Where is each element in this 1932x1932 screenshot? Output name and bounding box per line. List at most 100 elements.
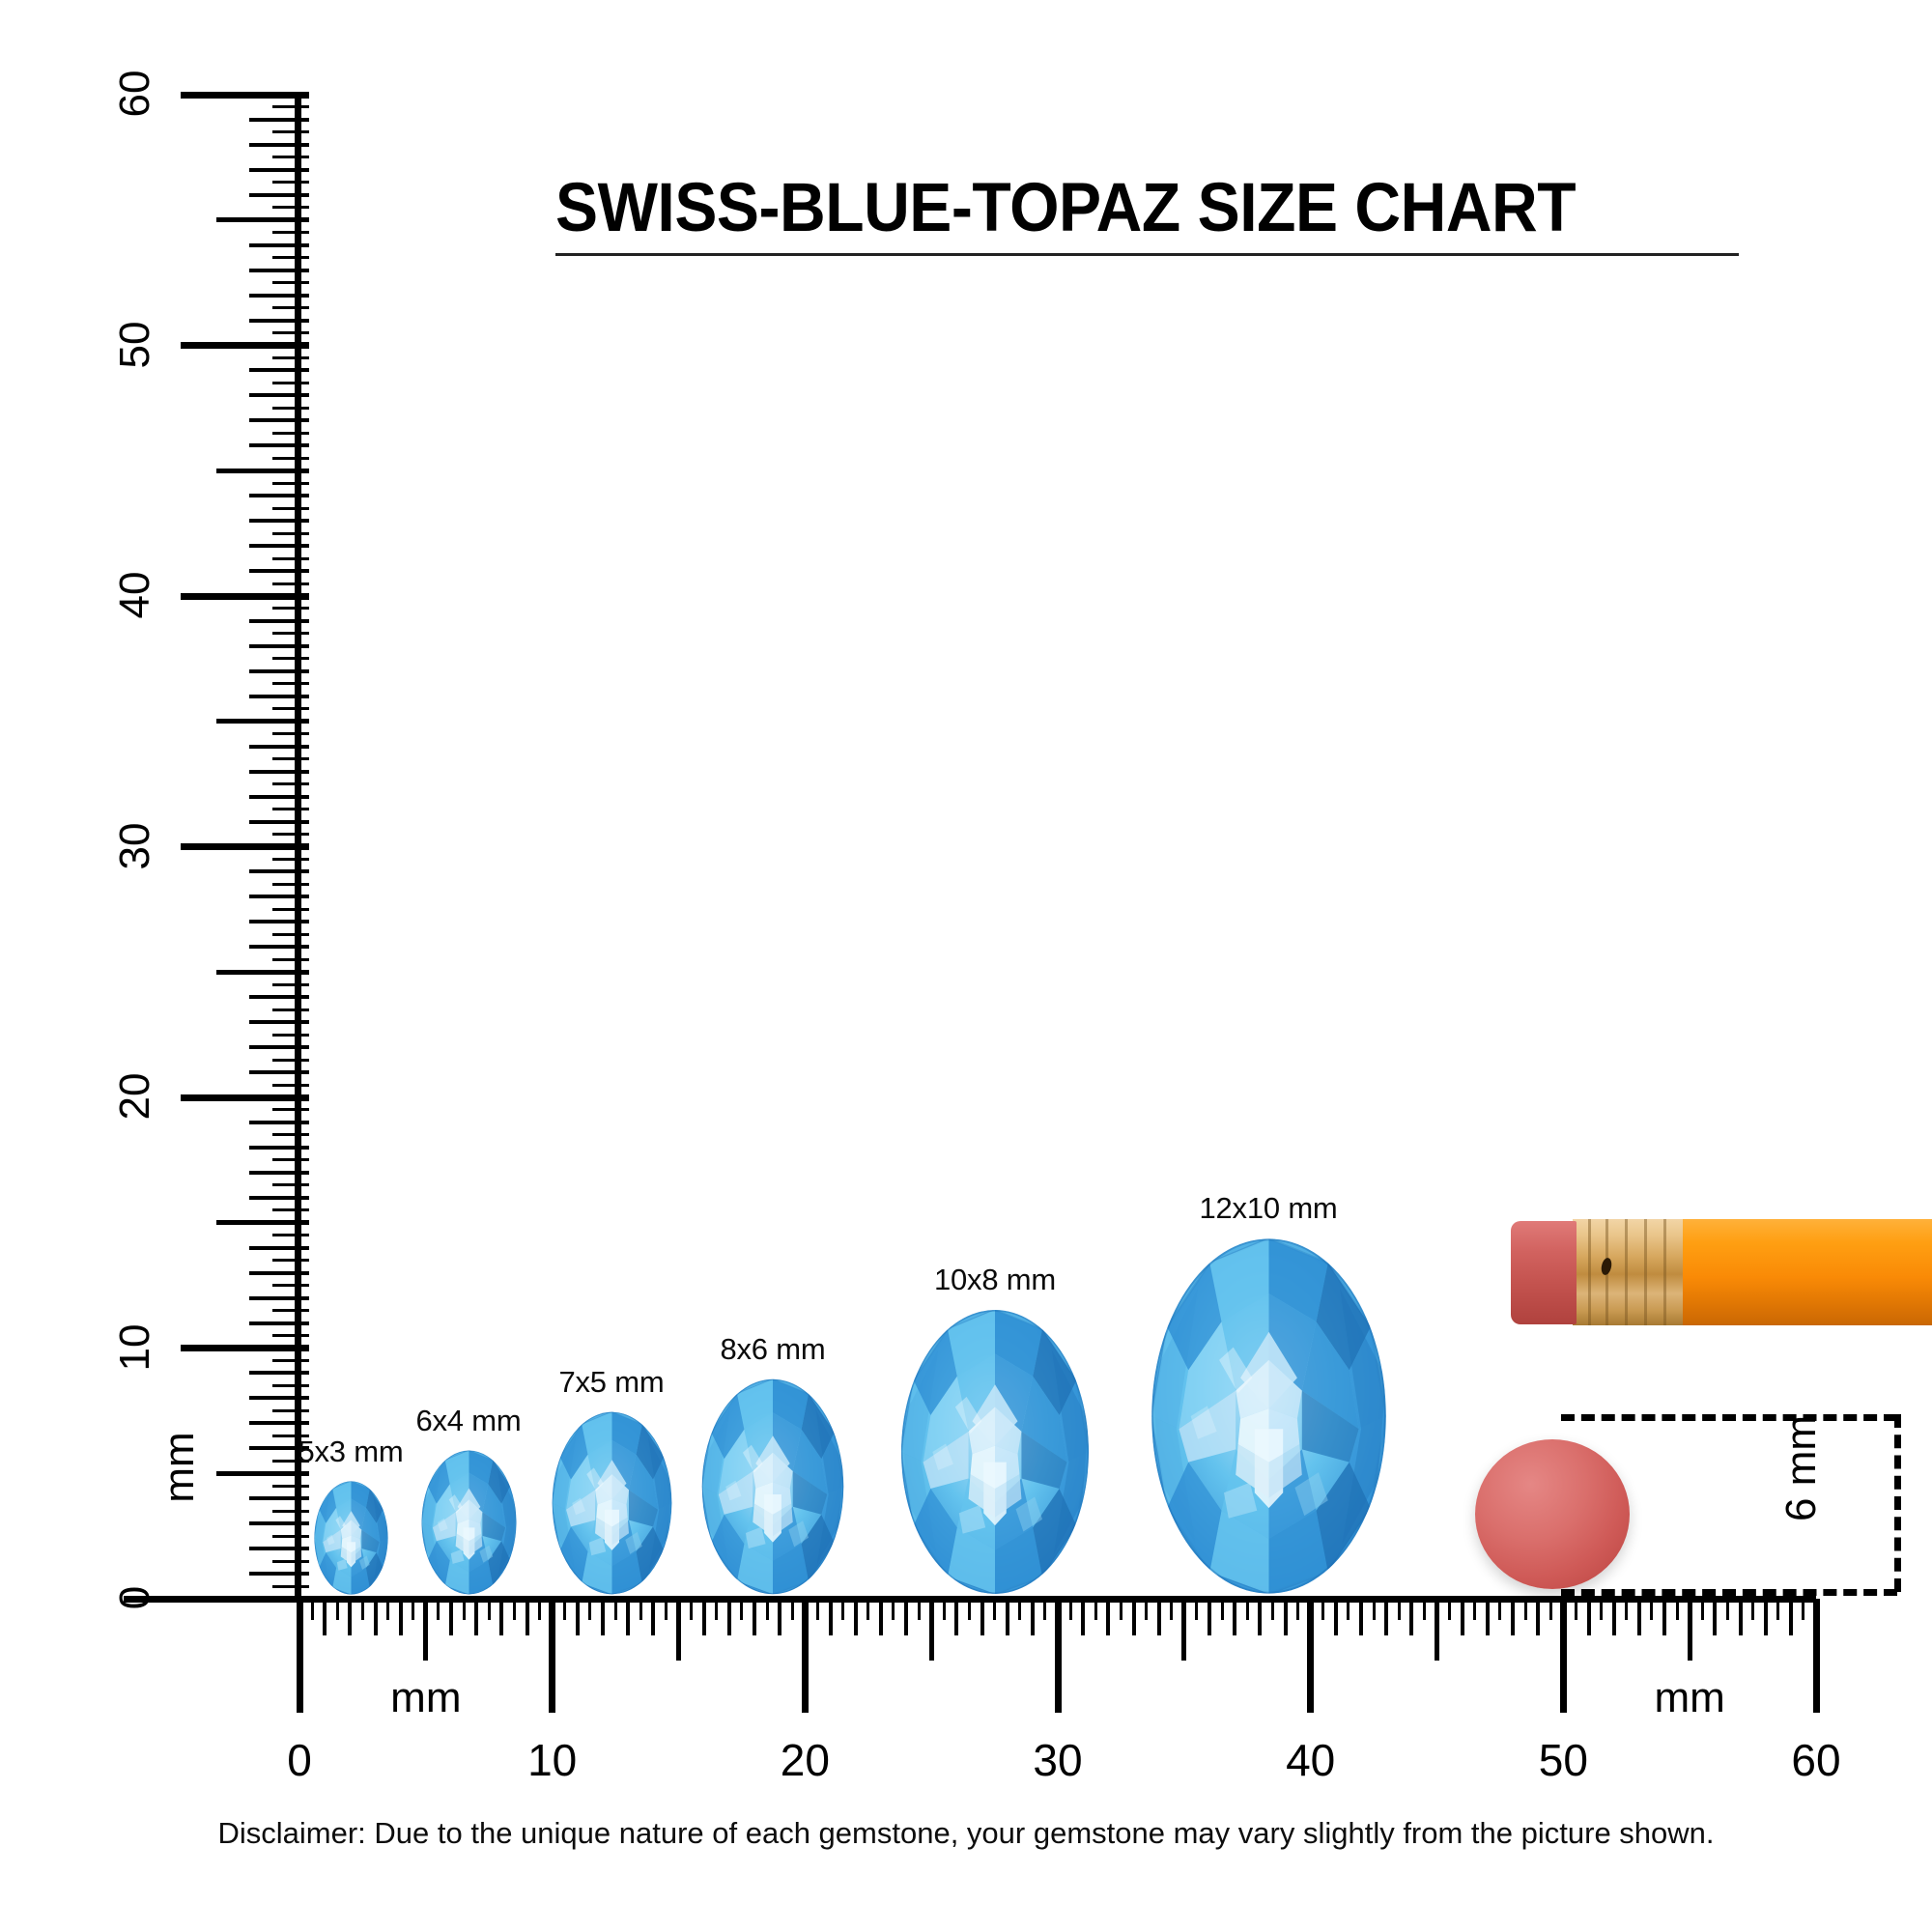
vertical-ruler-minor-tick: [249, 1321, 309, 1325]
vertical-ruler-minor-tick: [249, 1396, 309, 1401]
eraser-dimension-label: 6 mm: [1777, 1415, 1825, 1521]
pencil-eraser-side: [1511, 1221, 1577, 1324]
horizontal-ruler-minor-tick: [778, 1599, 782, 1635]
vertical-ruler-minor-tick: [249, 895, 309, 899]
vertical-ruler-minor-tick: [272, 982, 309, 986]
horizontal-ruler-minor-tick: [1600, 1599, 1604, 1620]
vertical-ruler-mid-tick: [216, 468, 309, 473]
vertical-ruler-minor-tick: [272, 1334, 309, 1338]
horizontal-ruler-major-tick: [296, 1599, 303, 1713]
vertical-ruler-minor-tick: [249, 1120, 309, 1124]
horizontal-ruler-minor-tick: [878, 1599, 883, 1635]
horizontal-ruler-minor-tick: [1384, 1599, 1389, 1635]
vertical-ruler-minor-tick: [272, 1234, 309, 1237]
vertical-ruler-label: 20: [111, 1072, 158, 1121]
horizontal-ruler-minor-tick: [588, 1599, 592, 1620]
horizontal-ruler-minor-tick: [1283, 1599, 1288, 1635]
horizontal-ruler-minor-tick: [1662, 1599, 1666, 1635]
gemstone-label: 12x10 mm: [1199, 1191, 1338, 1225]
horizontal-ruler-minor-tick: [726, 1599, 731, 1635]
vertical-ruler-minor-tick: [249, 1020, 309, 1025]
horizontal-ruler-minor-tick: [360, 1599, 364, 1620]
horizontal-ruler-minor-tick: [1397, 1599, 1401, 1620]
vertical-ruler-minor-tick: [272, 105, 309, 109]
vertical-ruler-minor-tick: [272, 1008, 309, 1011]
vertical-ruler-minor-tick: [272, 1584, 309, 1588]
vertical-ruler-minor-tick: [272, 206, 309, 210]
vertical-ruler-minor-tick: [249, 494, 309, 498]
vertical-ruler-minor-tick: [272, 381, 309, 384]
vertical-ruler-minor-tick: [272, 181, 309, 185]
horizontal-ruler-minor-tick: [740, 1599, 744, 1620]
vertical-ruler-minor-tick: [272, 682, 309, 686]
vertical-ruler-minor-tick: [272, 1033, 309, 1037]
horizontal-ruler-minor-tick: [613, 1599, 617, 1620]
horizontal-ruler-minor-tick: [1018, 1599, 1022, 1620]
horizontal-ruler-minor-tick: [853, 1599, 858, 1635]
vertical-ruler-minor-tick: [272, 882, 309, 886]
vertical-ruler-minor-tick: [272, 632, 309, 636]
horizontal-ruler-minor-tick: [1460, 1599, 1464, 1635]
horizontal-ruler-minor-tick: [954, 1599, 959, 1635]
horizontal-ruler-minor-tick: [525, 1599, 529, 1635]
vertical-ruler-label: 50: [111, 321, 158, 368]
vertical-ruler-minor-tick: [272, 1408, 309, 1412]
gemstone-8x6-mm: [701, 1378, 844, 1595]
horizontal-ruler-major-tick: [1559, 1599, 1567, 1713]
vertical-ruler-minor-tick: [272, 1559, 309, 1563]
vertical-ruler-minor-tick: [249, 318, 309, 323]
vertical-ruler-minor-tick: [249, 117, 309, 122]
horizontal-ruler-minor-tick: [1321, 1599, 1325, 1620]
horizontal-ruler-minor-tick: [575, 1599, 580, 1635]
horizontal-ruler-minor-tick: [790, 1599, 794, 1620]
vertical-ruler-major-tick: [181, 91, 309, 99]
horizontal-ruler-minor-tick: [1788, 1599, 1793, 1635]
horizontal-ruler-minor-tick: [1270, 1599, 1274, 1620]
horizontal-ruler-minor-tick: [1650, 1599, 1654, 1620]
horizontal-ruler-minor-tick: [373, 1599, 378, 1635]
vertical-ruler-minor-tick: [272, 1434, 309, 1437]
horizontal-ruler-label: 40: [1286, 1735, 1336, 1785]
vertical-ruler-minor-tick: [249, 668, 309, 673]
gemstone-12x10-mm: [1151, 1237, 1387, 1595]
vertical-ruler-minor-tick: [272, 1309, 309, 1313]
vertical-ruler-minor-tick: [272, 857, 309, 861]
vertical-ruler-minor-tick: [249, 794, 309, 799]
vertical-ruler-minor-tick: [272, 306, 309, 310]
horizontal-ruler-label: 30: [1033, 1735, 1083, 1785]
vertical-ruler-minor-tick: [249, 192, 309, 197]
horizontal-ruler-minor-tick: [1751, 1599, 1755, 1620]
horizontal-ruler-minor-tick: [449, 1599, 453, 1635]
vertical-ruler-minor-tick: [272, 657, 309, 661]
vertical-ruler-minor-tick: [272, 1208, 309, 1212]
vertical-ruler-minor-tick: [272, 707, 309, 711]
vertical-ruler-minor-tick: [272, 957, 309, 961]
vertical-ruler-mid-tick: [216, 217, 309, 223]
horizontal-ruler-minor-tick: [715, 1599, 719, 1620]
horizontal-ruler-minor-tick: [1043, 1599, 1047, 1620]
pencil-scale-reference: [1488, 1219, 1932, 1325]
vertical-ruler-minor-tick: [272, 607, 309, 611]
gemstone-5x3-mm: [313, 1481, 388, 1595]
vertical-ruler-mid-tick: [216, 1470, 309, 1476]
horizontal-ruler-minor-tick: [1372, 1599, 1376, 1620]
vertical-ruler-minor-tick: [272, 456, 309, 460]
vertical-ruler-minor-tick: [249, 368, 309, 373]
vertical-ruler-label: 30: [111, 822, 158, 869]
horizontal-ruler-label: 0: [287, 1735, 312, 1785]
horizontal-ruler-minor-tick: [664, 1599, 668, 1620]
vertical-ruler-minor-tick: [272, 1459, 309, 1463]
vertical-ruler-minor-tick: [272, 833, 309, 837]
vertical-ruler-minor-tick: [272, 1509, 309, 1513]
vertical-ruler-minor-tick: [249, 1371, 309, 1376]
gemstone-7x5-mm: [552, 1411, 672, 1595]
horizontal-ruler-minor-tick: [1611, 1599, 1616, 1635]
horizontal-ruler-minor-tick: [1700, 1599, 1704, 1620]
horizontal-ruler-minor-tick: [386, 1599, 390, 1620]
vertical-ruler-minor-tick: [249, 819, 309, 824]
horizontal-ruler-minor-tick: [474, 1599, 479, 1635]
vertical-ruler-minor-tick: [272, 732, 309, 736]
vertical-ruler-major-tick: [181, 592, 309, 600]
horizontal-ruler-minor-tick: [753, 1599, 756, 1635]
gemstone-label: 7x5 mm: [558, 1365, 665, 1399]
